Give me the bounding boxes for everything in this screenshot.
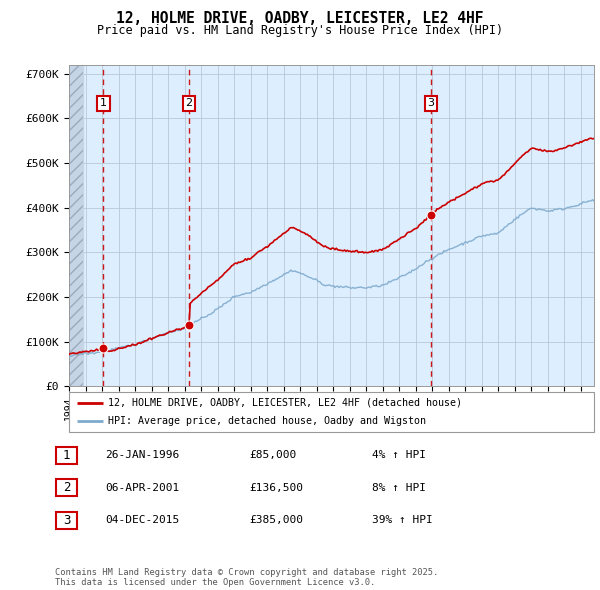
- FancyBboxPatch shape: [56, 512, 77, 529]
- Text: 04-DEC-2015: 04-DEC-2015: [105, 516, 179, 525]
- Text: 2: 2: [185, 99, 193, 109]
- Text: £136,500: £136,500: [249, 483, 303, 493]
- Text: 12, HOLME DRIVE, OADBY, LEICESTER, LE2 4HF: 12, HOLME DRIVE, OADBY, LEICESTER, LE2 4…: [116, 11, 484, 25]
- Text: 26-JAN-1996: 26-JAN-1996: [105, 451, 179, 460]
- FancyBboxPatch shape: [69, 392, 594, 432]
- Text: 1: 1: [100, 99, 107, 109]
- Text: HPI: Average price, detached house, Oadby and Wigston: HPI: Average price, detached house, Oadb…: [109, 416, 427, 426]
- Bar: [69, 65, 83, 386]
- Bar: [69, 65, 83, 386]
- Text: Price paid vs. HM Land Registry's House Price Index (HPI): Price paid vs. HM Land Registry's House …: [97, 24, 503, 37]
- FancyBboxPatch shape: [56, 480, 77, 496]
- Text: 3: 3: [63, 514, 70, 527]
- Text: 2: 2: [63, 481, 70, 494]
- FancyBboxPatch shape: [56, 447, 77, 464]
- Text: £85,000: £85,000: [249, 451, 296, 460]
- Text: 8% ↑ HPI: 8% ↑ HPI: [372, 483, 426, 493]
- Text: 12, HOLME DRIVE, OADBY, LEICESTER, LE2 4HF (detached house): 12, HOLME DRIVE, OADBY, LEICESTER, LE2 4…: [109, 398, 463, 408]
- Text: 06-APR-2001: 06-APR-2001: [105, 483, 179, 493]
- Text: 3: 3: [427, 99, 434, 109]
- Text: £385,000: £385,000: [249, 516, 303, 525]
- Text: 4% ↑ HPI: 4% ↑ HPI: [372, 451, 426, 460]
- Text: 1: 1: [63, 449, 70, 462]
- Text: 39% ↑ HPI: 39% ↑ HPI: [372, 516, 433, 525]
- Text: Contains HM Land Registry data © Crown copyright and database right 2025.
This d: Contains HM Land Registry data © Crown c…: [55, 568, 439, 587]
